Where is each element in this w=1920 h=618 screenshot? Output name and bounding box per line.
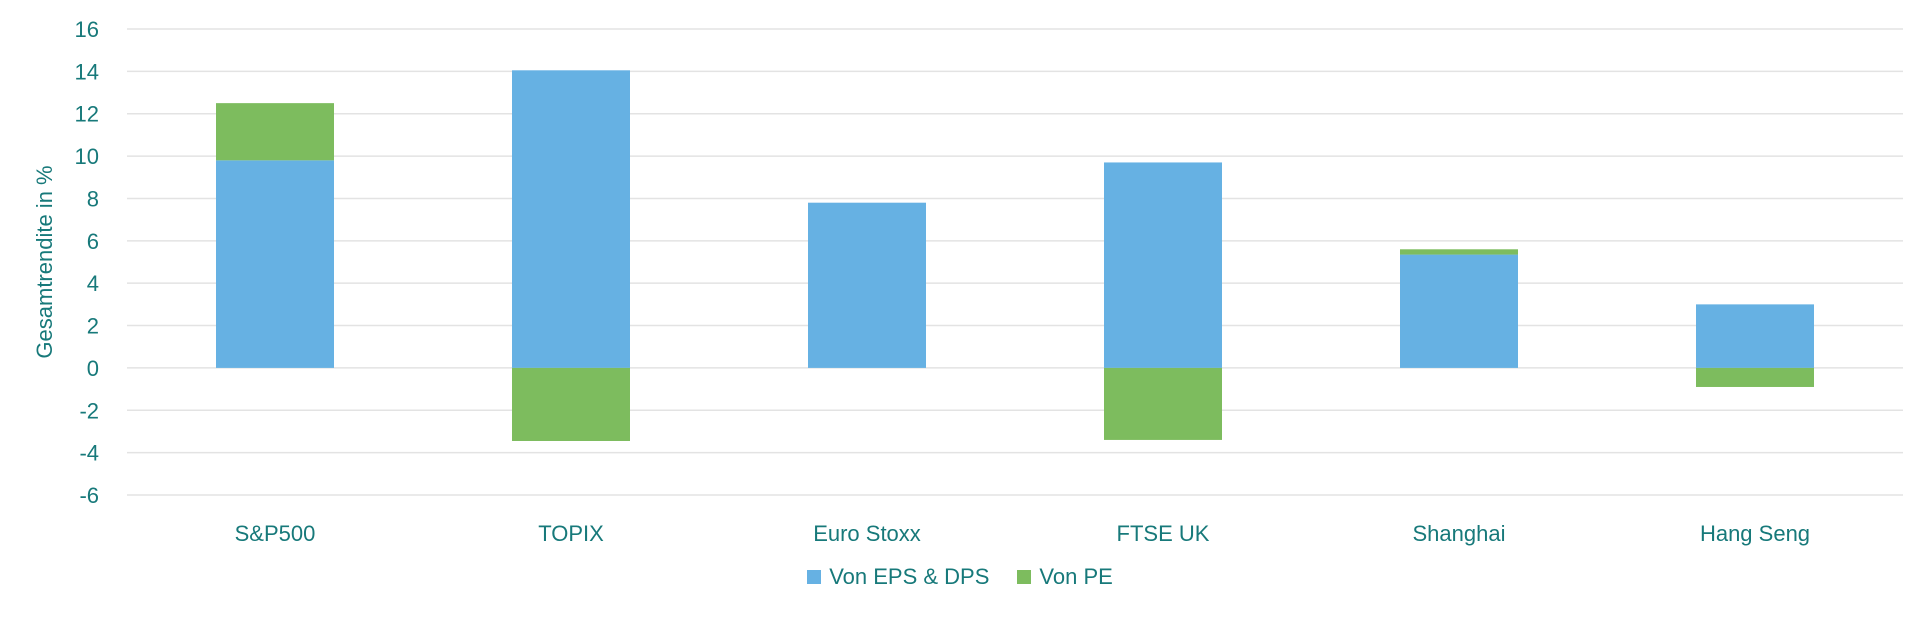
x-tick-label: Hang Seng bbox=[1700, 521, 1810, 546]
bar-eps-dps bbox=[1104, 162, 1222, 368]
y-axis-title: Gesamtrendite in % bbox=[32, 165, 57, 358]
bar-eps-dps bbox=[216, 160, 334, 368]
legend-item-eps-dps: Von EPS & DPS bbox=[807, 564, 989, 590]
x-tick-label: Shanghai bbox=[1413, 521, 1506, 546]
y-tick-label: -6 bbox=[79, 483, 99, 508]
bar-pe bbox=[512, 367, 630, 441]
y-tick-label: -2 bbox=[79, 398, 99, 423]
legend-swatch-pe bbox=[1017, 570, 1032, 584]
y-tick-label: 14 bbox=[75, 59, 99, 84]
y-tick-label: 4 bbox=[87, 271, 99, 296]
y-tick-label: 10 bbox=[75, 144, 99, 169]
y-tick-label: 12 bbox=[75, 102, 99, 127]
x-tick-label: TOPIX bbox=[538, 521, 604, 546]
bar-pe bbox=[1104, 367, 1222, 440]
bar-eps-dps bbox=[808, 202, 926, 368]
y-tick-label: 16 bbox=[75, 17, 99, 42]
y-tick-label: 6 bbox=[87, 229, 99, 254]
legend: Von EPS & DPS Von PE bbox=[0, 564, 1920, 590]
legend-item-pe: Von PE bbox=[1017, 564, 1113, 590]
bar-pe bbox=[1400, 249, 1518, 255]
bar-pe bbox=[1696, 367, 1814, 387]
x-tick-label: Euro Stoxx bbox=[813, 521, 921, 546]
bar-eps-dps bbox=[512, 70, 630, 368]
bar-pe bbox=[216, 103, 334, 161]
y-tick-label: 0 bbox=[87, 356, 99, 381]
y-tick-label: 8 bbox=[87, 186, 99, 211]
legend-label: Von PE bbox=[1039, 564, 1113, 589]
legend-label: Von EPS & DPS bbox=[829, 564, 990, 589]
bar-eps-dps bbox=[1696, 304, 1814, 368]
y-tick-label: -4 bbox=[79, 441, 99, 466]
x-tick-label: S&P500 bbox=[235, 521, 316, 546]
x-tick-label: FTSE UK bbox=[1117, 521, 1210, 546]
legend-swatch-eps-dps bbox=[807, 570, 822, 584]
y-tick-label: 2 bbox=[87, 314, 99, 339]
bar-eps-dps bbox=[1400, 254, 1518, 368]
